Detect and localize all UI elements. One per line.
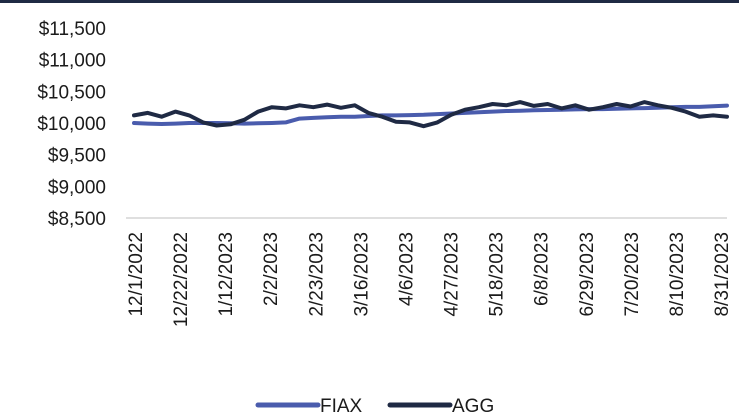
x-tick-label: 4/6/2023: [396, 232, 417, 306]
x-axis: 12/1/2022 12/22/2022 1/12/2023 2/2/2023 2/23…: [126, 217, 733, 327]
series-line-agg: [132, 100, 729, 129]
x-tick-label: 8/31/2023: [712, 232, 733, 317]
x-tick-label: 8/10/2023: [667, 232, 688, 317]
legend-label-fiax: FIAX: [320, 396, 363, 417]
series-lines: [132, 100, 729, 129]
y-tick-label: $10,000: [37, 114, 106, 135]
series-line-fiax: [132, 103, 729, 126]
x-tick-label: 12/22/2022: [171, 232, 192, 327]
x-tick-label: 6/29/2023: [577, 232, 598, 317]
x-tick-label: 7/20/2023: [622, 232, 643, 317]
y-tick-label: $11,500: [39, 19, 106, 40]
x-tick-label: 4/27/2023: [442, 232, 463, 317]
x-tick-label: 2/2/2023: [261, 232, 282, 306]
y-tick-label: $9,500: [48, 146, 106, 167]
y-tick-label: $11,000: [39, 51, 106, 72]
x-tick-label: 6/8/2023: [532, 232, 553, 306]
top-border: [0, 0, 739, 3]
y-tick-label: $10,500: [37, 82, 106, 103]
x-tick-label: 1/12/2023: [216, 232, 237, 317]
x-tick-label: 2/23/2023: [306, 232, 327, 317]
x-tick-label: 12/1/2022: [126, 232, 147, 317]
x-tick-label: 5/18/2023: [487, 232, 508, 317]
x-tick-label: 3/16/2023: [351, 232, 372, 317]
y-tick-label: $8,500: [48, 209, 106, 230]
y-tick-label: $9,000: [48, 177, 106, 198]
legend: FIAX AGG: [255, 396, 494, 417]
y-axis: $8,500 $9,000 $9,500 $10,000 $10,500 $11,000 $…: [37, 19, 106, 230]
legend-label-agg: AGG: [452, 396, 494, 417]
